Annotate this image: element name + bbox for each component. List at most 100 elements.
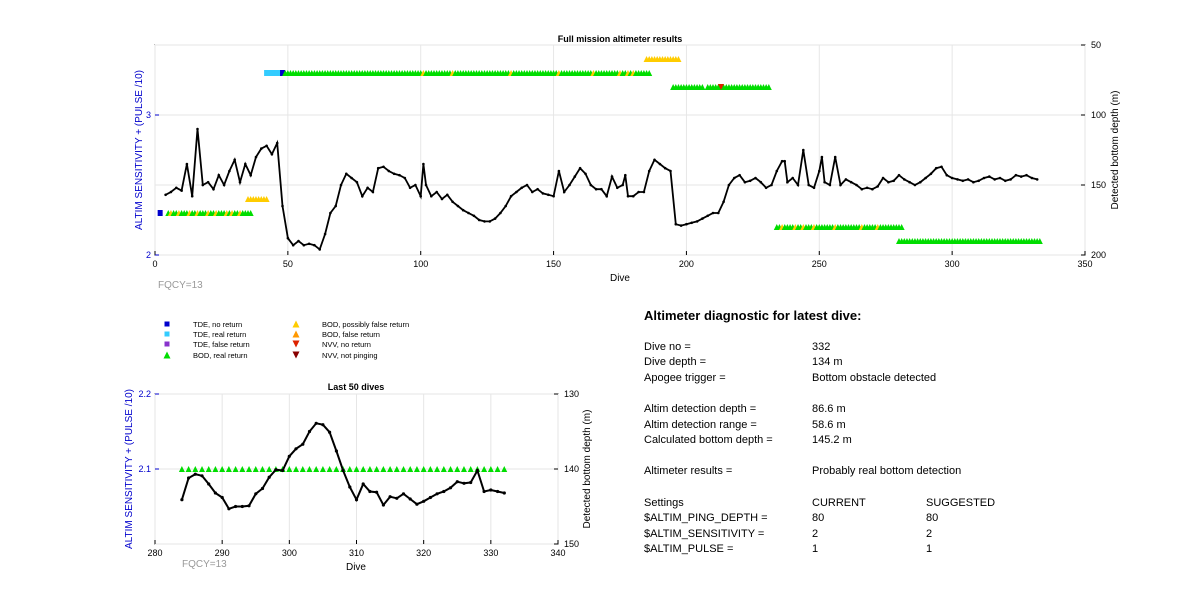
depth-point xyxy=(222,183,226,187)
diag-label: Dive no = xyxy=(644,341,691,353)
main-depth-series xyxy=(164,127,1039,251)
depth-point xyxy=(695,220,699,223)
depth-point xyxy=(908,180,911,184)
x-tick-label: 330 xyxy=(483,548,498,558)
depth-point xyxy=(1019,175,1023,178)
depth-point xyxy=(213,491,217,495)
depth-point xyxy=(632,194,635,198)
depth-point xyxy=(775,169,779,173)
settings-header-label: Settings xyxy=(644,497,684,509)
depth-point xyxy=(440,197,444,201)
depth-point xyxy=(820,155,824,159)
depth-point xyxy=(833,155,837,159)
bod-marker xyxy=(252,466,259,472)
depth-point xyxy=(274,468,278,472)
depth-point xyxy=(424,183,428,187)
left-y-tick-label: 3 xyxy=(146,110,151,120)
depth-point xyxy=(334,204,338,208)
depth-point xyxy=(977,179,980,183)
legend-triangle-up-icon xyxy=(292,330,300,338)
zoom-chart-title: Last 50 dives xyxy=(328,382,385,392)
x-tick-label: 320 xyxy=(416,548,431,558)
depth-point xyxy=(1014,173,1018,177)
depth-point xyxy=(368,489,372,494)
right-y-tick-label: 200 xyxy=(1091,250,1106,260)
depth-point xyxy=(376,166,380,170)
depth-point xyxy=(711,211,715,215)
depth-point xyxy=(489,488,493,492)
depth-point xyxy=(1030,176,1034,180)
bod-marker xyxy=(293,466,300,472)
depth-point xyxy=(913,183,917,187)
depth-point xyxy=(254,155,258,159)
depth-point xyxy=(286,236,290,240)
depth-point xyxy=(541,192,545,195)
depth-point xyxy=(881,176,885,180)
depth-point xyxy=(371,190,375,194)
right-y-tick-label: 140 xyxy=(564,464,579,474)
depth-point xyxy=(945,173,949,177)
legend-triangle-up-icon xyxy=(163,351,171,359)
bod-marker xyxy=(219,466,226,472)
main-axes: 0 50 100 150 200 250 300 350 50 100 150 200 2 3 xyxy=(146,40,1106,269)
depth-point xyxy=(477,218,481,222)
depth-point xyxy=(483,220,486,223)
bod-marker xyxy=(699,84,706,90)
bod-marker xyxy=(373,466,380,472)
depth-point xyxy=(568,183,571,187)
depth-point xyxy=(488,220,492,223)
legend-label: NVV, not pinging xyxy=(322,351,378,360)
legend-label: BOD, false return xyxy=(322,330,380,339)
right-y-tick-label: 150 xyxy=(1091,180,1106,190)
depth-point xyxy=(345,172,348,176)
bod-marker xyxy=(481,466,488,472)
depth-point xyxy=(754,176,757,180)
depth-point xyxy=(669,169,672,173)
depth-point xyxy=(419,194,423,198)
x-tick-label: 100 xyxy=(413,259,428,269)
diag-label: Altim detection range = xyxy=(644,419,757,431)
depth-point xyxy=(403,176,407,180)
depth-point xyxy=(318,248,322,251)
bod-marker xyxy=(333,466,340,472)
bod-marker xyxy=(192,466,199,472)
legend-square-icon xyxy=(164,341,170,347)
depth-point xyxy=(828,183,832,187)
main-fqcy-label: FQCY=13 xyxy=(158,280,203,291)
depth-point xyxy=(496,489,500,494)
zoom-axes: 280 290 300 310 320 330 340 130 140 150 2.1 2.2 xyxy=(138,389,579,558)
diag-label: Calculated bottom depth = xyxy=(644,434,773,446)
bod-marker xyxy=(306,466,313,472)
x-tick-label: 340 xyxy=(550,548,565,558)
depth-point xyxy=(562,190,566,194)
depth-point xyxy=(589,183,593,187)
settings-header-suggested: SUGGESTED xyxy=(926,497,996,509)
depth-point xyxy=(972,180,975,184)
depth-point xyxy=(321,423,325,427)
bod-marker xyxy=(420,466,427,472)
depth-point xyxy=(467,211,470,215)
bod-marker xyxy=(413,466,420,472)
right-y-tick-label: 50 xyxy=(1091,40,1101,50)
depth-point xyxy=(267,475,271,479)
depth-point xyxy=(663,166,667,170)
diag-value: Bottom obstacle detected xyxy=(812,372,937,384)
bod-marker xyxy=(1036,238,1043,244)
depth-point xyxy=(706,214,709,218)
x-tick-label: 150 xyxy=(546,259,561,269)
legend-label: NVV, no return xyxy=(322,340,371,349)
main-grid xyxy=(154,44,1086,256)
diag-value: Probably real bottom detection xyxy=(812,465,962,477)
bod-marker xyxy=(326,466,333,472)
depth-point xyxy=(653,158,656,162)
depth-point xyxy=(301,442,305,446)
depth-point xyxy=(461,208,465,212)
depth-point xyxy=(578,166,582,170)
diag-value: 134 m xyxy=(812,356,843,368)
tde-no-return-marker xyxy=(157,210,163,216)
x-tick-label: 300 xyxy=(282,548,297,558)
bod-marker xyxy=(387,466,394,472)
bod-marker xyxy=(225,466,232,472)
depth-point xyxy=(727,183,731,187)
depth-point xyxy=(408,497,412,501)
